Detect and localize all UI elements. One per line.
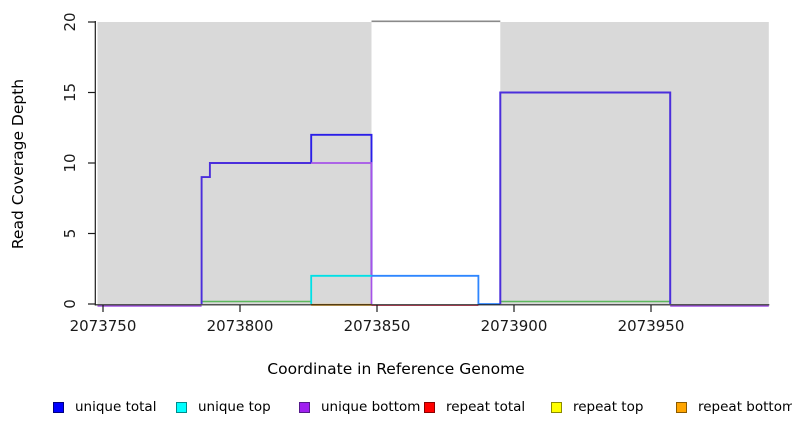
repeat-bottom-swatch-icon xyxy=(676,401,687,413)
y-tick-label: 0 xyxy=(61,299,79,309)
legend: unique total unique top unique bottom re… xyxy=(0,399,792,419)
series-segment-unique-total-plateau-15 xyxy=(499,91,672,304)
y-axis-title: Read Coverage Depth xyxy=(9,78,27,250)
y-tick-label: 20 xyxy=(61,12,79,31)
unique-bottom-swatch-icon xyxy=(299,401,310,413)
y-tick-label: 10 xyxy=(61,153,79,172)
y-tick-label: 5 xyxy=(61,229,79,239)
legend-label: unique total xyxy=(75,399,157,415)
plot-canvas: 2073750 2073800 2073850 2073900 2073950 0 5 10 1… xyxy=(61,12,770,335)
legend-item-unique-total: unique total xyxy=(53,399,156,415)
legend-item-unique-bottom: unique bottom xyxy=(299,399,420,415)
repeat-top-swatch-icon xyxy=(551,401,562,413)
series-segment-unique-total-bottom-rise xyxy=(200,162,312,304)
legend-item-unique-top: unique top xyxy=(176,399,271,415)
unique-total-swatch-icon xyxy=(53,401,64,413)
legend-label: repeat bottom xyxy=(698,399,792,415)
series-segment-unique-top-step-2 xyxy=(310,274,372,304)
legend-label: repeat total xyxy=(446,399,526,415)
legend-label: unique bottom xyxy=(321,399,421,415)
legend-item-repeat-top: repeat top xyxy=(551,399,643,415)
series-segment-unique-bottom-step-10 xyxy=(311,162,373,304)
x-tick-label: 2073900 xyxy=(481,317,548,335)
x-tick-label: 2073750 xyxy=(70,317,137,335)
highlight-region xyxy=(371,22,501,304)
legend-item-repeat-total: repeat total xyxy=(424,399,525,415)
legend-label: repeat top xyxy=(573,399,644,415)
x-axis-title: Coordinate in Reference Genome xyxy=(267,360,525,378)
x-tick-label: 2073950 xyxy=(618,317,685,335)
legend-item-repeat-bottom: repeat bottom xyxy=(676,399,792,415)
repeat-total-swatch-icon xyxy=(424,401,435,413)
x-tick-label: 2073850 xyxy=(344,317,411,335)
x-tick-label: 2073800 xyxy=(207,317,274,335)
unique-top-swatch-icon xyxy=(176,401,187,413)
y-tick-label: 15 xyxy=(61,83,79,102)
legend-label: unique top xyxy=(198,399,271,415)
series-segment-unique-total-white-region-2 xyxy=(371,274,501,305)
